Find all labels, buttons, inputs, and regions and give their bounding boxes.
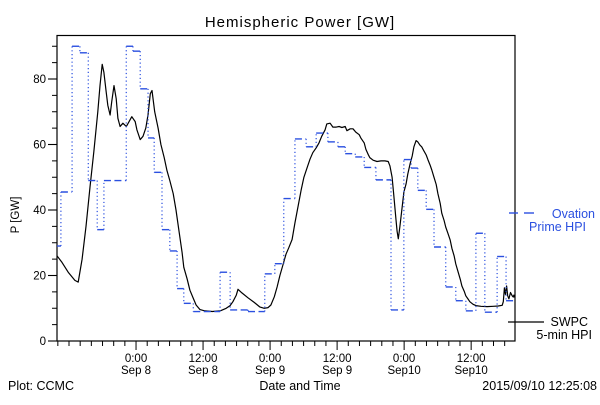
y-tick-label: 0 — [40, 336, 46, 348]
legend-swpc-line2: 5-min HPI — [536, 328, 592, 342]
x-tick-label-date: Sep 8 — [121, 365, 151, 377]
x-axis-title: Date and Time — [259, 379, 340, 393]
x-tick-label-time: 12:00 — [457, 353, 486, 365]
x-tick-label-time: 12:00 — [323, 353, 352, 365]
x-tick-label-time: 12:00 — [189, 353, 218, 365]
x-tick-label-time: 0:00 — [125, 353, 147, 365]
y-tick-label: 20 — [33, 271, 46, 283]
legend-ovation-line2: Prime HPI — [529, 220, 586, 234]
plot-frame — [56, 34, 516, 342]
y-tick-label: 40 — [33, 205, 46, 217]
swpc-series-line — [56, 63, 516, 313]
legend-swpc: SWPC 5-min HPI — [508, 315, 592, 342]
y-tick-label: 60 — [33, 140, 46, 152]
legend-swpc-line1: SWPC — [551, 315, 589, 329]
x-tick-label-date: Sep 9 — [322, 365, 352, 377]
x-tick-label-date: Sep10 — [455, 365, 488, 377]
y-tick-label: 80 — [33, 74, 46, 86]
x-tick-label-date: Sep 9 — [255, 365, 285, 377]
plot-timestamp: 2015/09/10 12:25:08 — [482, 379, 597, 393]
x-tick-label-time: 0:00 — [393, 353, 415, 365]
x-tick-label-date: Sep10 — [387, 365, 420, 377]
legend-ovation: Ovation Prime HPI — [509, 207, 595, 234]
plot-credit: Plot: CCMC — [8, 379, 74, 393]
chart-title: Hemispheric Power [GW] — [205, 14, 395, 31]
x-tick-label-time: 0:00 — [259, 353, 281, 365]
y-axis-label: P [GW] — [10, 197, 22, 234]
legend-ovation-line1: Ovation — [552, 207, 595, 221]
x-tick-label-date: Sep 8 — [188, 365, 218, 377]
